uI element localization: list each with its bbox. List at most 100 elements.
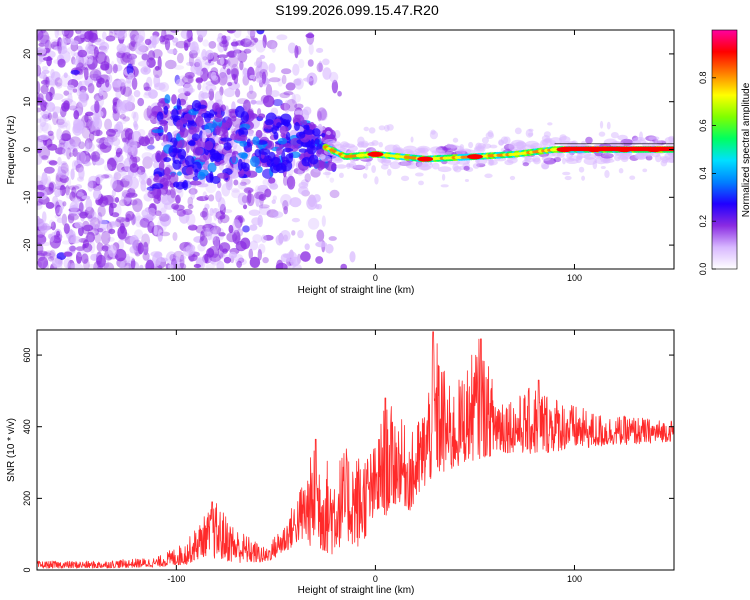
spectrogram-peak-blob — [466, 154, 483, 160]
spectrogram-noise-blob — [294, 77, 304, 90]
spectrogram-noise-blob — [440, 184, 449, 188]
spectrogram-noise-blob — [215, 237, 220, 250]
spectrogram-noise-blob — [96, 254, 106, 268]
spectrogram-noise-blob — [37, 47, 47, 55]
spectrogram-noise-blob — [227, 82, 233, 87]
spectrogram-halo-blob — [389, 161, 401, 170]
spectrogram-noise-blob — [56, 128, 63, 141]
spectrogram-noise-blob — [281, 68, 292, 75]
spectrogram-noise-blob — [57, 124, 68, 129]
spectrogram-noise-blob — [122, 145, 133, 153]
spectrogram-noise-blob — [244, 38, 256, 52]
spectrogram-signal-blob — [220, 137, 233, 142]
spectrogram-noise-blob — [215, 210, 226, 220]
spectrogram-noise-blob — [114, 145, 122, 153]
spectrogram-noise-blob — [291, 230, 296, 236]
spectrogram-noise-blob — [173, 65, 185, 70]
spectrogram-noise-blob — [57, 189, 63, 196]
spectrogram-noise-blob — [58, 38, 67, 51]
spectrogram-noise-blob — [146, 105, 153, 119]
spectrogram-noise-blob — [233, 74, 239, 85]
spectrogram-noise-blob — [57, 169, 65, 176]
spectrogram-noise-blob — [205, 263, 215, 269]
spectrogram-noise-blob — [242, 75, 250, 86]
spectrogram-signal-blob — [276, 147, 283, 156]
spectrogram-noise-blob — [271, 42, 277, 53]
spectrogram-noise-blob — [113, 171, 122, 181]
spectrogram-noise-blob — [129, 163, 139, 173]
spectrogram-noise-blob — [248, 84, 254, 95]
spectrogram-noise-blob — [209, 227, 217, 242]
spectrogram-noise-blob — [285, 99, 298, 112]
spectrogram-noise-blob — [247, 30, 257, 37]
spectrogram-noise-blob — [152, 48, 163, 59]
spectrogram-noise-blob — [258, 193, 266, 201]
spectrogram-halo-blob — [416, 162, 429, 168]
spectrogram-noise-blob — [218, 245, 224, 259]
spectrogram-noise-blob — [71, 198, 81, 203]
spectrogram-noise-blob — [368, 127, 376, 134]
spectrogram-noise-blob — [152, 66, 163, 79]
spectrogram-y-tick-label: 0 — [22, 147, 32, 152]
spectrogram-noise-blob — [70, 262, 76, 269]
colorbar-tick-label: 0.6 — [698, 119, 708, 132]
spectrogram-signal-blob — [314, 138, 320, 145]
spectrogram-noise-blob — [85, 58, 93, 65]
spectrogram-noise-blob — [329, 189, 340, 199]
spectrogram-noise-blob — [262, 95, 275, 108]
spectrogram-noise-blob — [199, 235, 208, 247]
spectrogram-noise-blob — [231, 187, 240, 193]
spectrogram-noise-blob — [610, 131, 619, 139]
spectrogram-noise-blob — [40, 241, 51, 246]
spectrogram-halo-blob — [507, 156, 518, 164]
spectrogram-noise-blob — [37, 30, 44, 41]
spectrogram-signal-blob — [295, 131, 306, 139]
spectrogram-signal-blob — [237, 158, 243, 171]
figure-title: S199.2026.099.15.47.R20 — [275, 2, 439, 18]
spectrogram-signal-blob — [231, 151, 237, 164]
spectrogram-noise-blob — [468, 141, 474, 149]
spectrogram-noise-blob — [205, 84, 217, 92]
spectrogram-noise-blob — [97, 77, 105, 85]
spectrogram-noise-blob — [170, 187, 176, 199]
spectrogram-noise-blob — [283, 206, 289, 215]
spectrogram-noise-blob — [37, 184, 46, 191]
spectrogram-noise-blob — [188, 53, 195, 67]
spectrogram-signal-blob — [199, 154, 208, 163]
spectrogram-signal-blob — [170, 172, 176, 178]
spectrogram-noise-blob — [134, 34, 145, 43]
spectrogram-noise-blob — [40, 39, 49, 45]
spectrogram-noise-blob — [292, 63, 300, 76]
spectrogram-noise-blob — [364, 164, 369, 171]
colorbar-tick-label: 0.4 — [698, 167, 708, 180]
spectrogram-noise-blob — [85, 198, 93, 212]
spectrogram-noise-blob — [140, 179, 147, 192]
spectrogram-noise-blob — [304, 173, 311, 183]
spectrogram-halo-blob — [508, 142, 516, 151]
spectrogram-halo-blob — [525, 140, 539, 148]
spectrogram-noise-blob — [37, 250, 48, 256]
spectrogram-noise-blob — [149, 221, 155, 227]
spectrogram-noise-blob — [115, 149, 121, 158]
spectrogram-signal-blob — [157, 101, 166, 107]
spectrogram-noise-blob — [452, 137, 459, 143]
spectrogram-noise-blob — [318, 60, 323, 72]
spectrogram-noise-blob — [255, 40, 266, 53]
spectrogram-halo-blob — [339, 145, 346, 153]
spectrogram-noise-blob — [255, 71, 264, 79]
spectrogram-noise-blob — [57, 166, 70, 179]
spectrogram-noise-blob — [116, 43, 127, 53]
spectrogram-noise-blob — [578, 166, 585, 173]
spectrogram-noise-blob — [410, 136, 414, 143]
spectrogram-noise-blob — [127, 72, 135, 80]
spectrogram-noise-blob — [41, 122, 52, 134]
spectrogram-signal-blob — [250, 156, 260, 168]
spectrogram-noise-blob — [189, 41, 199, 54]
spectrogram-noise-blob — [163, 34, 175, 41]
spectrogram-noise-blob — [138, 171, 148, 185]
spectrogram-noise-blob — [208, 88, 215, 101]
spectrogram-noise-blob — [249, 74, 256, 80]
spectrogram-noise-blob — [72, 188, 83, 194]
spectrogram-noise-blob — [120, 129, 131, 143]
